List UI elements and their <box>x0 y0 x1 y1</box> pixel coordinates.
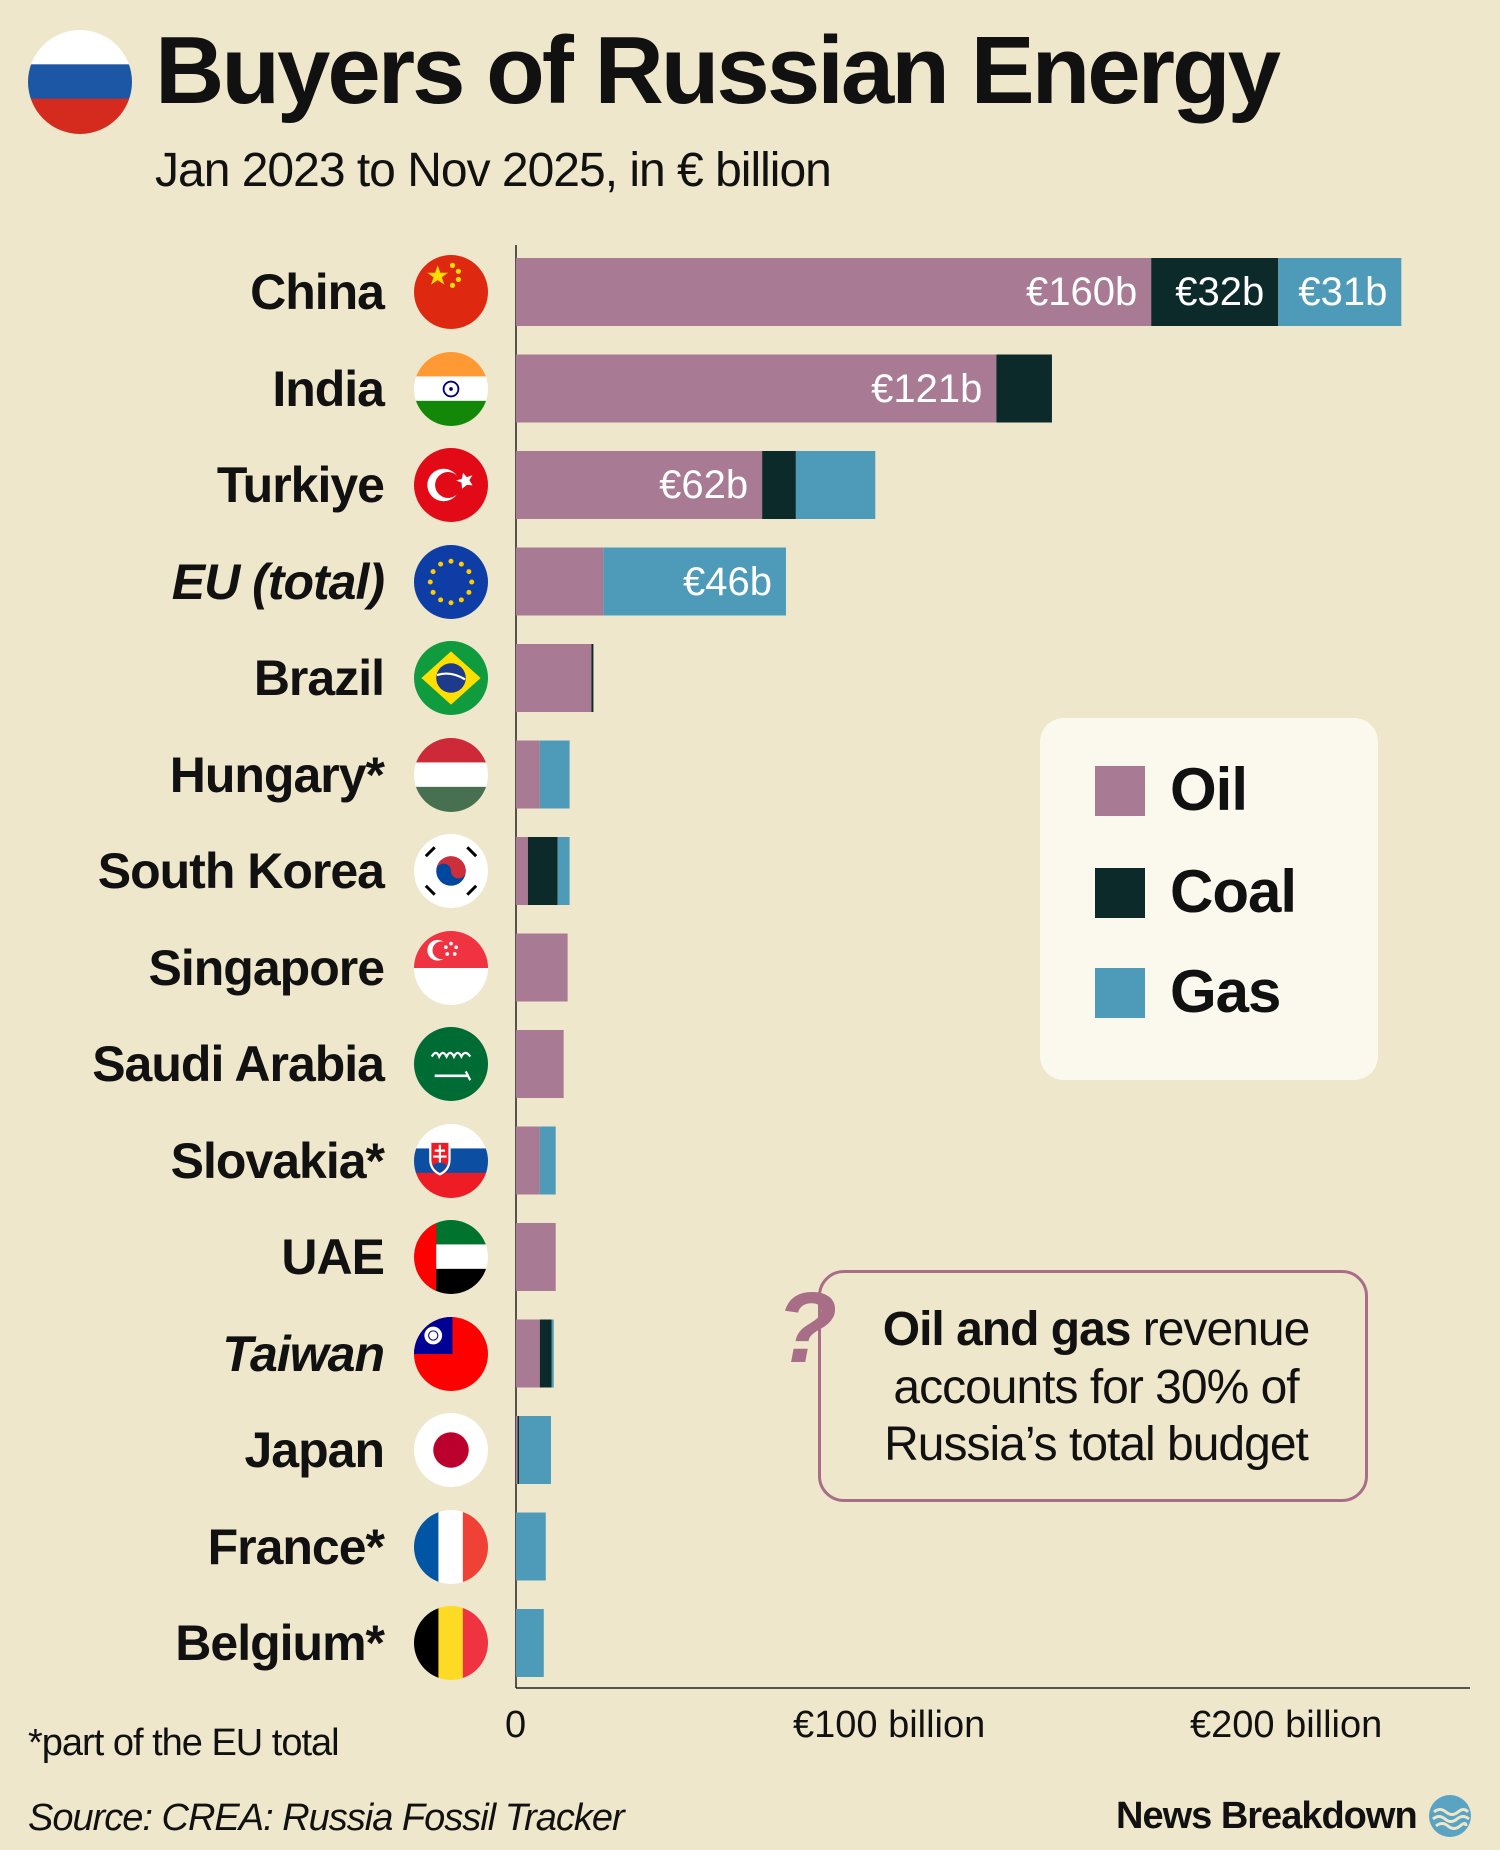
bar-oil-6 <box>516 837 528 905</box>
category-label: EU (total) <box>171 553 385 610</box>
bar-coal-0 <box>1151 258 1279 326</box>
bar-gas-13 <box>516 1512 546 1581</box>
footnote: *part of the EU total <box>28 1722 340 1764</box>
chart-title: Buyers of Russian Energy <box>155 17 1281 124</box>
callout-box: Oil and gas revenue accounts for 30% of … <box>818 1270 1368 1502</box>
x-tick-label: €200 billion <box>1190 1704 1383 1746</box>
source-note: Source: CREA: Russia Fossil Tracker <box>28 1797 625 1839</box>
legend-oil-label: Oil <box>1170 756 1248 823</box>
brazil-flag-icon <box>414 641 488 715</box>
chart-subtitle: Jan 2023 to Nov 2025, in € billion <box>155 144 832 197</box>
bar-coal-12 <box>517 1416 520 1484</box>
data-label: €32b <box>1175 270 1265 314</box>
bar-coal-6 <box>527 837 558 905</box>
bar-coal-1 <box>996 354 1052 423</box>
category-label: Hungary* <box>169 746 385 803</box>
bar-coal-2 <box>762 451 796 519</box>
data-label: €62b <box>659 463 749 507</box>
hungary-flag-icon <box>414 737 488 812</box>
callout-text-2: accounts for 30% of <box>893 1360 1299 1414</box>
data-label: €31b <box>1298 270 1388 314</box>
bar-oil-0 <box>516 258 1152 326</box>
data-label: €46b <box>682 559 772 604</box>
saudi-arabia-flag-icon <box>414 1027 488 1101</box>
category-label: Belgium* <box>175 1615 385 1671</box>
data-label: €160b <box>1025 270 1138 314</box>
uae-flag-icon <box>414 1220 488 1294</box>
category-label: Brazil <box>253 650 385 706</box>
bar-gas-5 <box>539 740 570 809</box>
bar-gas-9 <box>539 1126 556 1195</box>
legend-gas-swatch <box>1095 968 1145 1018</box>
data-label: €121b <box>871 366 983 411</box>
legend-gas-label: Gas <box>1170 958 1281 1025</box>
taiwan-flag-icon <box>414 1316 488 1391</box>
legend-coal-swatch <box>1095 868 1145 918</box>
japan-flag-icon <box>414 1413 488 1487</box>
category-label: Turkiye <box>216 457 385 513</box>
legend: Oil Coal Gas <box>1040 718 1378 1080</box>
france-flag-icon <box>414 1509 488 1584</box>
category-label: India <box>272 360 385 417</box>
china-flag-icon <box>414 255 488 329</box>
bar-oil-3 <box>516 547 604 616</box>
bar-oil-1 <box>516 354 997 423</box>
category-label: Slovakia* <box>170 1132 385 1189</box>
callout-text-1: revenue <box>1130 1303 1310 1356</box>
callout-bold-text: Oil and gas <box>882 1303 1132 1356</box>
eu-flag-icon <box>414 544 488 619</box>
x-tick-label: €100 billion <box>793 1704 986 1746</box>
turkiye-flag-icon <box>414 448 488 522</box>
category-label: South Korea <box>97 843 385 899</box>
category-label: France* <box>207 1518 385 1575</box>
bar-gas-11 <box>551 1319 554 1388</box>
category-label: Taiwan <box>222 1325 385 1382</box>
bar-gas-3 <box>603 547 786 616</box>
bar-oil-10 <box>516 1223 556 1291</box>
category-label: Japan <box>244 1422 385 1478</box>
category-label: Saudi Arabia <box>92 1036 385 1092</box>
bar-oil-4 <box>516 644 592 712</box>
bar-gas-2 <box>795 451 876 519</box>
belgium-flag-icon <box>414 1606 488 1680</box>
x-tick-label: 0 <box>505 1704 527 1746</box>
category-label: Singapore <box>148 939 385 996</box>
bar-gas-6 <box>557 837 570 905</box>
singapore-flag-icon <box>414 930 488 1005</box>
callout-text-3: Russia’s total budget <box>884 1418 1309 1472</box>
callout-text: Oil and gas revenue accounts for 30% of … <box>821 1301 1371 1474</box>
category-label: China <box>250 264 385 320</box>
bar-oil-5 <box>516 740 540 809</box>
russia-flag-icon <box>28 30 132 134</box>
bar-oil-8 <box>516 1030 564 1098</box>
bar-gas-0 <box>1278 258 1402 326</box>
bar-oil-9 <box>516 1126 540 1195</box>
slovakia-flag-icon <box>414 1123 488 1198</box>
bar-oil-11 <box>516 1319 540 1388</box>
india-flag-icon <box>414 351 488 426</box>
bar-oil-12 <box>516 1416 518 1484</box>
bar-gas-14 <box>516 1609 544 1677</box>
bar-oil-7 <box>516 933 568 1002</box>
waves-logo-icon <box>1429 1795 1471 1837</box>
bar-coal-11 <box>539 1319 552 1388</box>
brand-name: News Breakdown <box>1116 1795 1418 1837</box>
bar-oil-2 <box>516 451 763 519</box>
bar-coal-4 <box>591 644 594 712</box>
category-label: UAE <box>281 1229 385 1285</box>
legend-oil-swatch <box>1095 766 1145 816</box>
legend-coal-label: Coal <box>1170 858 1297 925</box>
bar-gas-12 <box>519 1416 551 1484</box>
south-korea-flag-icon <box>414 834 488 908</box>
